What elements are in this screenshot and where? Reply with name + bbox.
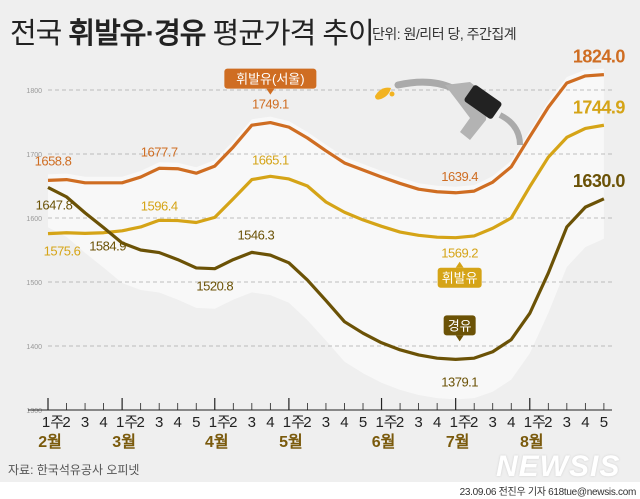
- series-tag-label: 휘발유(서울): [236, 72, 304, 87]
- x-week-label: 2: [62, 414, 70, 431]
- x-week-label: 2: [544, 414, 552, 431]
- x-week-label: 2: [396, 414, 404, 431]
- x-week-label: 2: [303, 414, 311, 431]
- x-week-label: 1주: [42, 414, 64, 431]
- nozzle-spout: [394, 78, 456, 92]
- x-week-label: 5: [192, 414, 200, 431]
- x-week-label: 3: [489, 414, 497, 431]
- fuel-drop: [375, 87, 391, 100]
- x-week-label: 3: [248, 414, 256, 431]
- x-week-label: 3: [563, 414, 571, 431]
- y-tick-label: 1300: [26, 408, 42, 415]
- x-week-label: 4: [507, 414, 515, 431]
- data-label: 1744.9: [573, 97, 626, 117]
- x-week-label: 1주: [209, 414, 231, 431]
- x-week-label: 4: [340, 414, 348, 431]
- series-tag-1: [437, 267, 482, 288]
- series-tag-pointer: [455, 261, 464, 268]
- x-week-label: 1주: [524, 414, 546, 431]
- x-week-label: 4: [99, 414, 107, 431]
- data-label: 1824.0: [573, 47, 626, 67]
- x-week-label: 5: [600, 414, 608, 431]
- x-week-label: 1주: [116, 414, 138, 431]
- y-tick-label: 1700: [26, 152, 42, 159]
- series-tag-label: 휘발유: [442, 271, 478, 286]
- data-label: 1677.7: [141, 144, 178, 159]
- series-tag-label: 경유: [448, 318, 472, 333]
- fuel-drop-small: [389, 91, 395, 97]
- x-week-label: 2: [470, 414, 478, 431]
- data-label: 1596.4: [141, 198, 178, 213]
- data-label: 1630.0: [573, 171, 626, 191]
- x-week-label: 3: [414, 414, 422, 431]
- x-week-label: 1주: [283, 414, 305, 431]
- x-week-label: 2: [229, 414, 237, 431]
- credit-line: 23.09.06 전진우 기자 618tue@newsis.com: [459, 487, 637, 498]
- x-week-label: 4: [581, 414, 589, 431]
- x-week-label: 4: [433, 414, 441, 431]
- x-month-label: 5월: [279, 433, 303, 451]
- nozzle-hose: [498, 112, 523, 146]
- highlight-band: [48, 68, 604, 400]
- x-week-label: 1주: [450, 414, 472, 431]
- data-label: 1639.4: [441, 169, 478, 184]
- x-week-label: 2: [136, 414, 144, 431]
- data-label: 1749.1: [252, 97, 289, 112]
- y-tick-label: 1600: [26, 216, 42, 223]
- data-label: 1520.8: [196, 279, 233, 294]
- series-tag-pointer: [266, 88, 275, 95]
- x-week-label: 4: [174, 414, 182, 431]
- x-week-label: 3: [81, 414, 89, 431]
- y-tick-label: 1500: [26, 280, 42, 287]
- series-tag-0: [224, 68, 317, 89]
- data-label: 1647.8: [36, 197, 73, 212]
- x-week-label: 1주: [375, 414, 397, 431]
- x-month-label: 3월: [112, 433, 136, 451]
- x-month-label: 4월: [205, 433, 229, 451]
- series-tag-pointer: [455, 335, 464, 342]
- data-label: 1546.3: [237, 227, 274, 242]
- y-tick-label: 1800: [26, 88, 42, 95]
- newsis-logo: NEWSIS: [496, 450, 621, 483]
- data-label: 1379.1: [441, 374, 478, 389]
- x-week-label: 3: [322, 414, 330, 431]
- x-month-label: 8월: [520, 433, 544, 451]
- data-label: 1569.2: [441, 246, 478, 261]
- series-tag-2: [443, 315, 476, 336]
- data-label: 1584.9: [89, 239, 126, 254]
- chart-title: 전국 휘발유·경유 평균가격 추이: [10, 18, 375, 50]
- x-week-label: 5: [359, 414, 367, 431]
- nozzle-grip: [464, 85, 502, 119]
- x-week-label: 3: [155, 414, 163, 431]
- fuel-nozzle-icon: [375, 78, 523, 146]
- x-month-label: 2월: [38, 433, 62, 451]
- data-label: 1665.1: [252, 152, 289, 167]
- x-month-label: 7월: [446, 433, 470, 451]
- data-label: 1658.8: [35, 153, 72, 168]
- data-label: 1575.6: [44, 244, 81, 259]
- y-tick-label: 1400: [26, 344, 42, 351]
- x-week-label: 4: [266, 414, 274, 431]
- source-note: 자료: 한국석유공사 오피넷: [8, 463, 140, 477]
- x-month-label: 6월: [372, 433, 396, 451]
- unit-note: 단위: 원/리터 당, 주간집계: [372, 26, 517, 42]
